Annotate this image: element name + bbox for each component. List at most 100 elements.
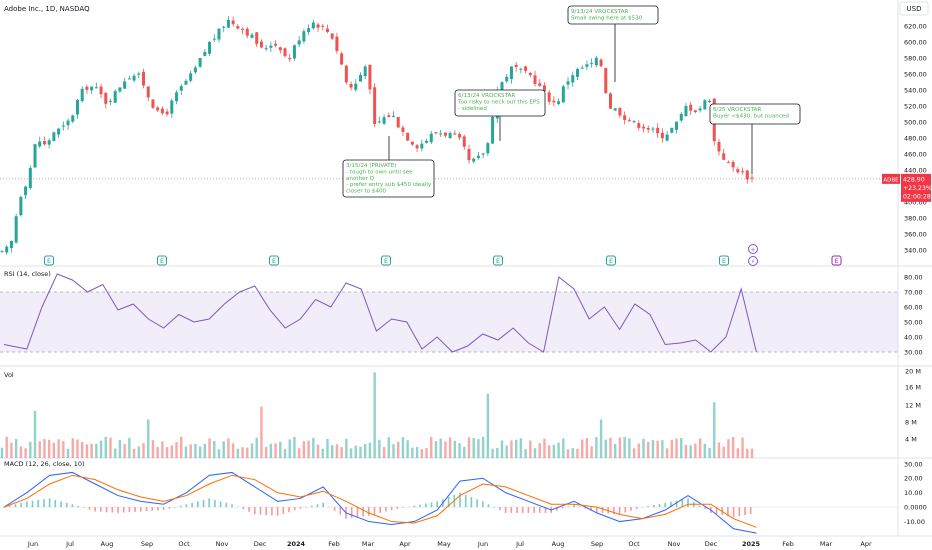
macd-histogram-bar <box>350 507 353 518</box>
macd-histogram <box>3 492 752 519</box>
candle-body <box>71 115 75 122</box>
price-tick-label: 580.00 <box>904 55 927 63</box>
macd-histogram-bar <box>259 507 262 515</box>
macd-histogram-bar <box>311 505 313 508</box>
candle-body <box>566 81 570 85</box>
macd-histogram-bar <box>715 507 718 514</box>
volume-bar <box>137 446 140 458</box>
macd-histogram-bar <box>727 507 729 517</box>
volume-bar <box>543 438 546 458</box>
volume-bar <box>19 446 23 458</box>
volume-bar <box>585 437 589 458</box>
macd-histogram-bar <box>225 502 228 508</box>
idea-callout[interactable]: 3/15/24 (PRIVATE)- tough to own until se… <box>342 136 435 198</box>
candle-body <box>61 125 65 127</box>
candle-body <box>245 28 249 36</box>
split-event-icon[interactable]: ⚡ <box>748 256 758 266</box>
candle-body <box>66 120 70 126</box>
earnings-marker[interactable]: E <box>493 255 503 266</box>
candle-body <box>491 117 495 144</box>
candle-body <box>401 127 405 132</box>
macd-histogram-bar <box>276 507 279 516</box>
candle-body <box>425 140 429 143</box>
candle-body <box>552 100 556 103</box>
earnings-marker-label: E <box>272 257 276 265</box>
candle-body <box>542 85 546 92</box>
volume-bar <box>260 406 263 458</box>
volume-bars <box>0 372 754 458</box>
candle-body <box>703 100 707 110</box>
macd-histogram-bar <box>214 499 216 508</box>
macd-histogram-bar <box>379 507 381 513</box>
dividend-event-icon[interactable]: + <box>748 244 758 254</box>
volume-bar <box>689 445 692 458</box>
rsi-label: RSI (14, close) <box>4 270 51 278</box>
candle-body <box>363 66 367 77</box>
time-axis-label: 2025 <box>742 540 761 548</box>
volume-bar <box>128 437 131 458</box>
earnings-marker-label: E <box>609 257 613 265</box>
earnings-marker[interactable]: E <box>381 255 391 266</box>
candle-body <box>156 107 160 111</box>
volume-bar <box>10 442 13 458</box>
earnings-marker[interactable]: E <box>606 255 616 266</box>
macd-histogram-bar <box>316 504 319 508</box>
earnings-marker-frame <box>44 255 54 266</box>
volume-bar <box>231 443 235 458</box>
macd-histogram-bar <box>744 507 746 516</box>
candle-body <box>255 32 259 44</box>
volume-bar <box>307 440 310 458</box>
candle-body <box>349 83 353 88</box>
candle-body <box>307 28 311 32</box>
volume-bar <box>114 448 117 458</box>
macd-histogram-bar <box>162 507 165 510</box>
volume-bar <box>533 448 537 458</box>
macd-histogram-bar <box>65 502 68 508</box>
currency-button[interactable]: USD <box>899 1 929 16</box>
macd-histogram-bar <box>185 504 188 508</box>
earnings-marker[interactable]: E <box>44 255 54 266</box>
volume-bar <box>637 443 640 458</box>
earnings-marker[interactable]: E <box>719 255 729 266</box>
candle-body <box>146 86 150 98</box>
macd-histogram-bar <box>362 507 364 517</box>
volume-bar <box>717 442 721 458</box>
macd-histogram-bar <box>459 492 461 508</box>
macd-histogram-bar <box>248 507 250 512</box>
macd-histogram-bar <box>470 497 473 508</box>
macd-histogram-bar <box>368 507 370 516</box>
candle-body <box>561 86 565 103</box>
candle-body <box>481 153 485 155</box>
volume-bar <box>170 445 174 458</box>
macd-histogram-bar <box>698 505 701 508</box>
last-price-tag-bg <box>901 173 931 202</box>
time-axis-label: Aug <box>552 540 565 548</box>
time-axis-label: May <box>437 540 451 548</box>
earnings-marker[interactable]: E <box>269 255 279 266</box>
volume-bar <box>241 447 244 458</box>
macd-histogram-bar <box>658 503 661 508</box>
volume-bar <box>85 444 89 458</box>
future-earnings-marker[interactable]: E <box>831 255 842 266</box>
volume-bar <box>680 438 683 458</box>
macd-histogram-bar <box>111 507 114 513</box>
candle-body <box>472 158 476 162</box>
candle-body <box>0 250 4 252</box>
volume-bar <box>651 440 655 458</box>
volume-bar <box>529 440 532 458</box>
candle-body <box>368 64 372 90</box>
candle-body <box>108 100 112 102</box>
macd-histogram-bar <box>556 507 558 511</box>
macd-histogram-bar <box>305 507 307 508</box>
candle-body <box>670 127 674 133</box>
volume-bar <box>47 439 51 458</box>
candle-body <box>627 120 631 122</box>
candle-body <box>434 132 438 134</box>
earnings-marker[interactable]: E <box>157 255 167 266</box>
volume-bar <box>321 448 324 458</box>
volume-bar <box>236 448 240 458</box>
